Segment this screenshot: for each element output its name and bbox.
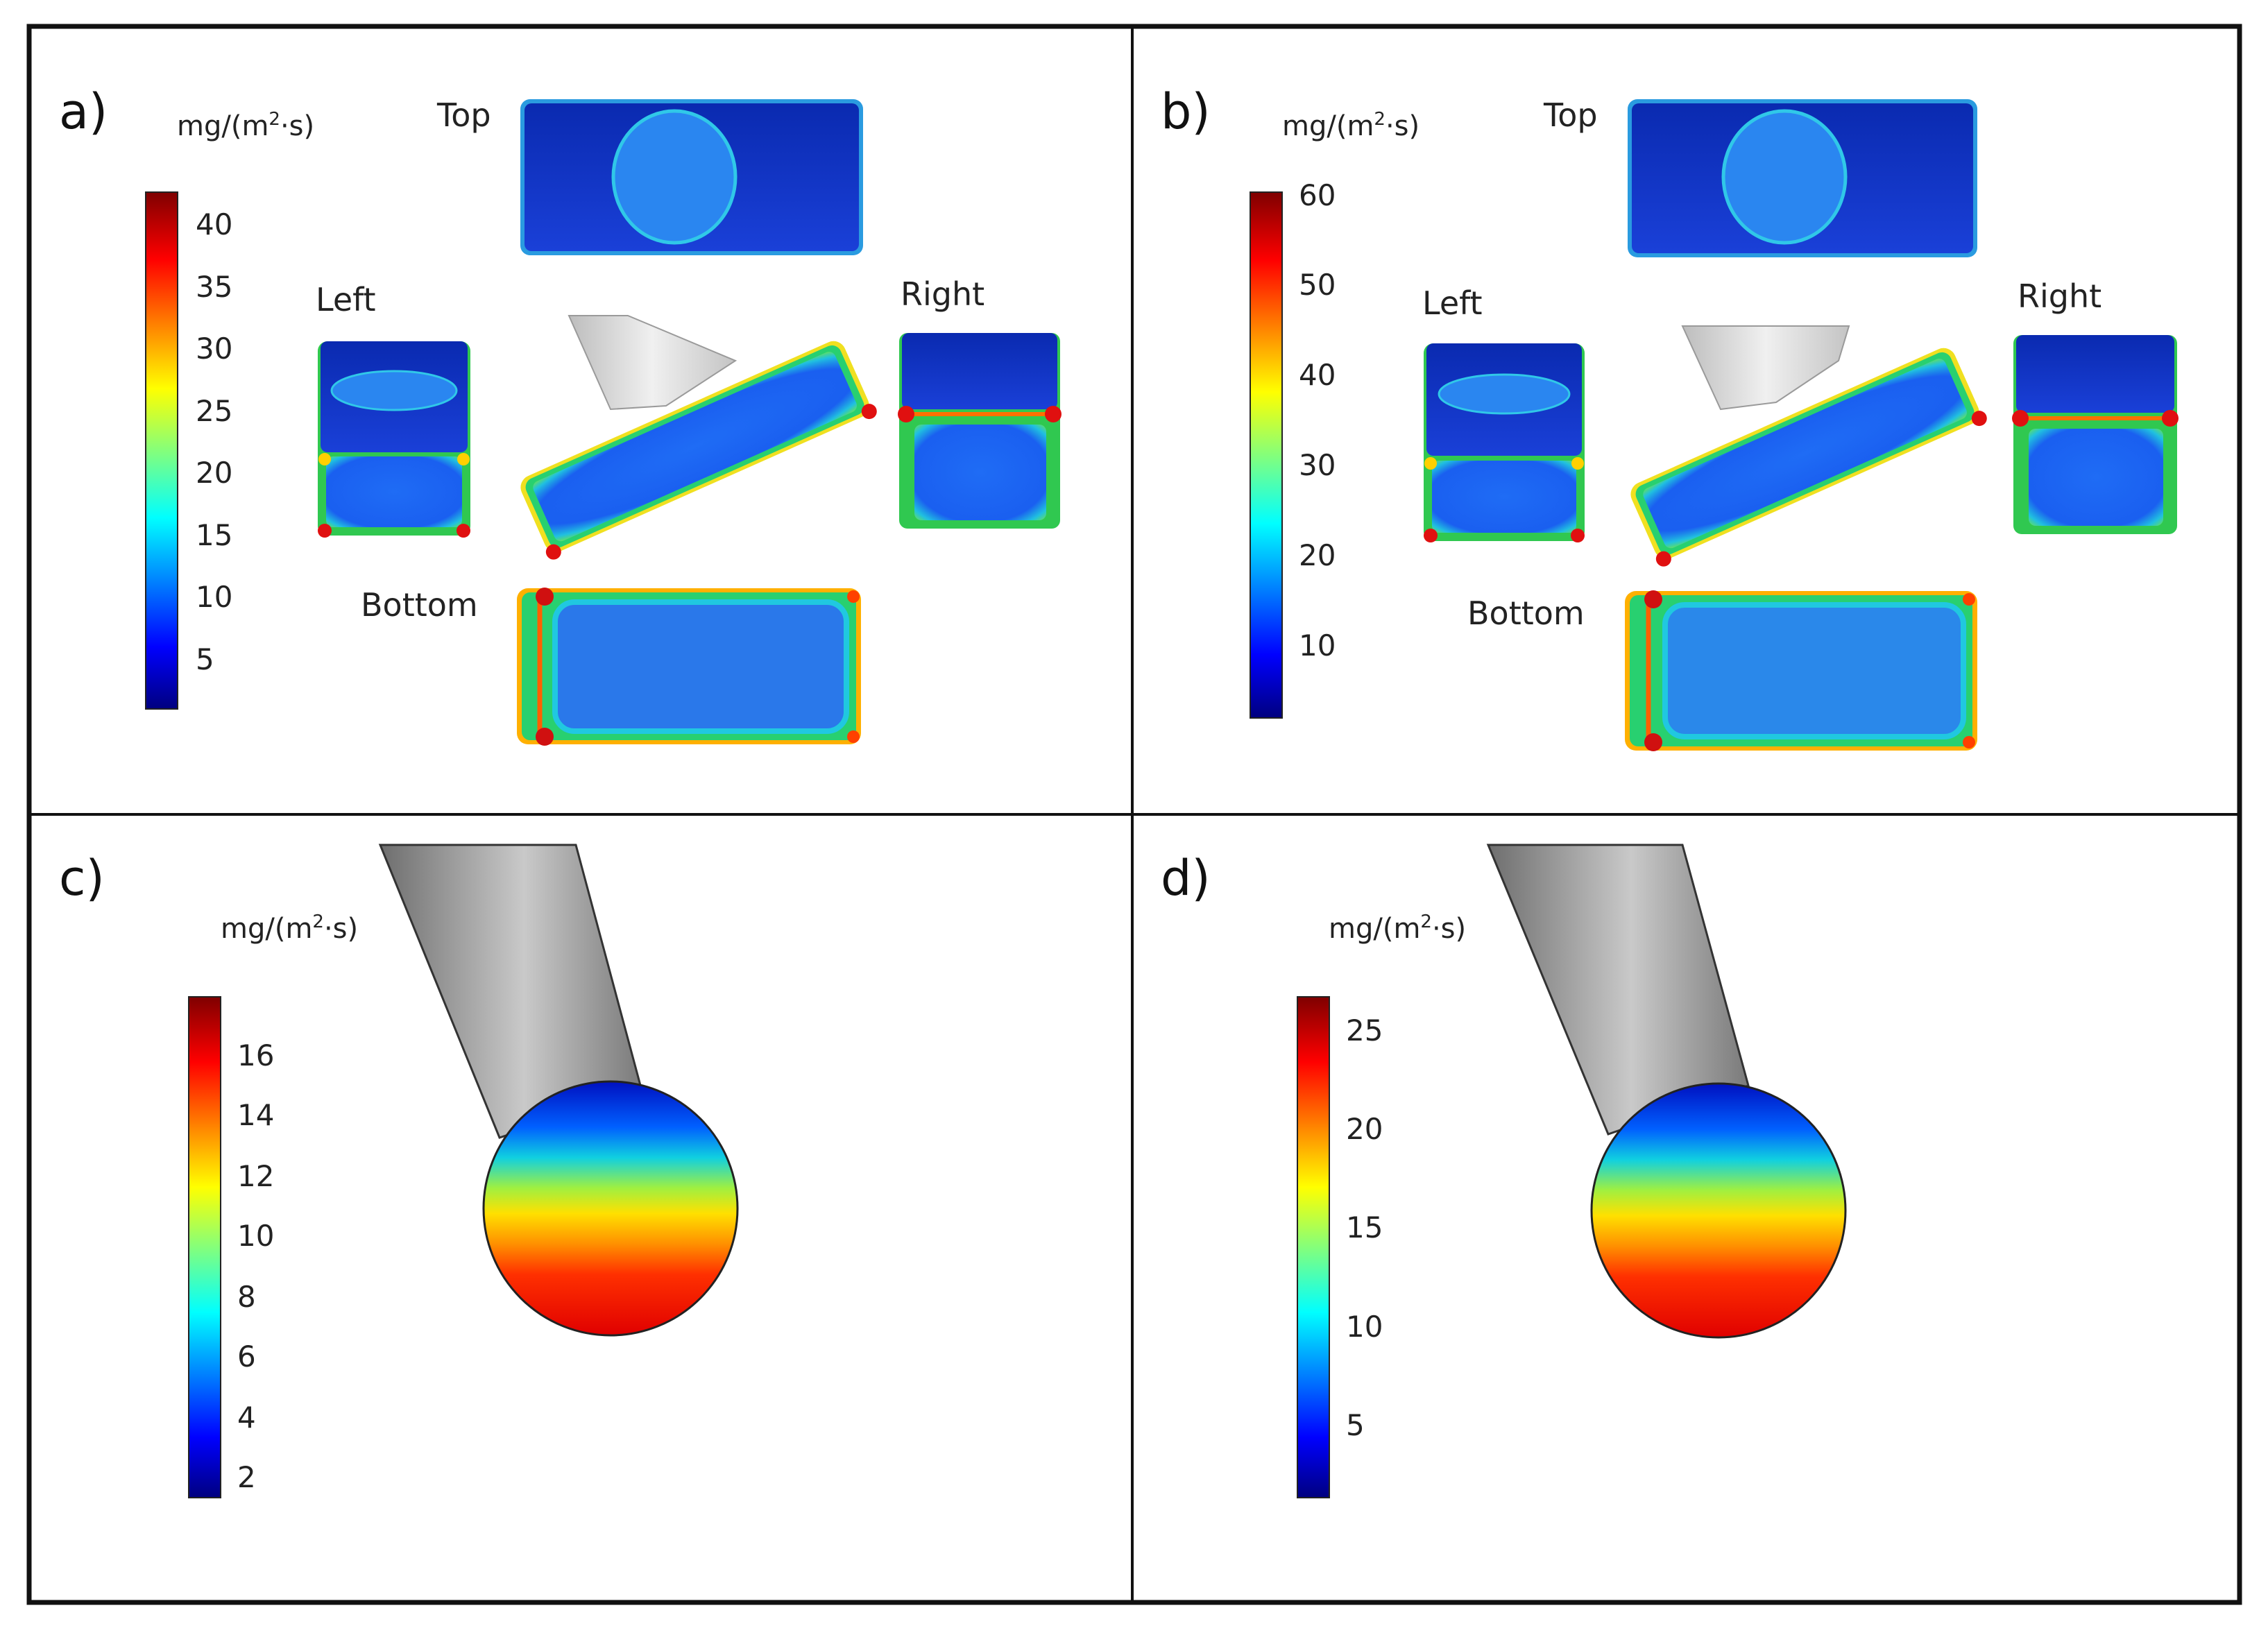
colorbar-tick: 15 (196, 518, 232, 552)
panel-c-sphere (482, 1080, 739, 1337)
colorbar-tick: 4 (237, 1401, 256, 1435)
panel-d-rod (1486, 844, 1750, 1136)
colorbar-tick: 10 (1299, 628, 1336, 662)
panel-a-label: a) (59, 83, 108, 140)
colorbar-tick: 35 (196, 270, 232, 304)
colorbar-tick: 15 (1346, 1210, 1383, 1244)
panel-b-unit-label: mg/(m2·s) (1282, 109, 1419, 142)
colorbar-tick: 30 (196, 332, 232, 366)
colorbar-tick: 12 (237, 1159, 274, 1193)
panel-b-label: b) (1161, 83, 1211, 140)
panel-b-left-view (1424, 343, 1585, 542)
colorbar-tick: 40 (1299, 358, 1336, 392)
panel-b-bottom-view (1625, 590, 1977, 751)
panel-a-colorbar-ticks: 40 35 30 25 20 15 10 5 (196, 207, 232, 676)
colorbar-tick: 25 (1346, 1013, 1383, 1047)
colorbar-tick: 20 (1299, 538, 1336, 572)
colorbar-tick: 10 (237, 1219, 274, 1253)
colorbar-tick: 5 (196, 642, 214, 676)
colorbar-tick: 20 (196, 456, 232, 490)
colorbar-tick: 10 (1346, 1310, 1383, 1344)
colorbar-tick: 6 (237, 1340, 256, 1373)
panel-d-colorbar-ticks: 25 20 15 10 5 (1346, 1013, 1383, 1442)
panel-a-view-right-label: Right (901, 275, 984, 313)
colorbar-tick: 30 (1299, 448, 1336, 482)
panel-b-center-view (1630, 325, 1987, 567)
panel-a-view-top-label: Top (436, 96, 491, 134)
colorbar-tick: 16 (237, 1038, 274, 1072)
panel-d-label: d) (1161, 850, 1211, 907)
panel-a-view-bottom-label: Bottom (361, 586, 478, 624)
colorbar-tick: 25 (196, 394, 232, 428)
panel-a-bottom-view (517, 588, 861, 746)
panel-a-right-view (898, 333, 1061, 529)
panel-d-colorbar (1297, 996, 1330, 1498)
colorbar-tick: 60 (1299, 178, 1336, 212)
panel-b-view-bottom-label: Bottom (1467, 594, 1585, 632)
panel-b-view-right-label: Right (2018, 277, 2101, 315)
panel-a-left-view (318, 341, 470, 538)
panel-a-center-view (520, 315, 877, 560)
panel-b-top-view (1628, 99, 1977, 257)
colorbar-tick: 5 (1346, 1408, 1365, 1442)
panel-a-unit-label: mg/(m2·s) (177, 109, 314, 142)
panel-a-top-view (520, 99, 863, 255)
colorbar-tick: 14 (237, 1098, 274, 1132)
panel-c-colorbar (188, 996, 221, 1498)
panel-b-view-top-label: Top (1543, 96, 1598, 134)
panel-c: c) mg/(m2·s) 16 14 12 10 8 6 4 2 (59, 844, 739, 1498)
panel-b: b) mg/(m2·s) 60 50 40 30 20 10 Top Left (1161, 83, 2179, 751)
panel-d: d) mg/(m2·s) 25 20 15 10 5 (1161, 844, 1847, 1498)
panel-d-sphere (1590, 1082, 1847, 1339)
panel-c-colorbar-ticks: 16 14 12 10 8 6 4 2 (237, 1038, 274, 1494)
panel-d-probe (1486, 844, 1847, 1339)
panel-d-unit-label: mg/(m2·s) (1329, 912, 1466, 945)
panel-c-label: c) (59, 850, 105, 907)
panel-b-colorbar (1250, 191, 1283, 719)
panel-a: a) mg/(m2·s) 40 35 30 25 20 15 10 5 Top … (59, 83, 1061, 746)
panel-b-colorbar-ticks: 60 50 40 30 20 10 (1299, 178, 1336, 662)
colorbar-tick: 50 (1299, 268, 1336, 302)
colorbar-tick: 40 (196, 207, 232, 241)
panel-b-view-left-label: Left (1422, 284, 1483, 322)
panel-a-view-left-label: Left (316, 281, 376, 318)
panel-a-colorbar (145, 191, 178, 710)
colorbar-tick: 20 (1346, 1112, 1383, 1146)
colorbar-tick: 8 (237, 1280, 256, 1314)
colorbar-tick: 2 (237, 1460, 256, 1494)
panel-b-right-view (2012, 335, 2179, 534)
colorbar-tick: 10 (196, 580, 232, 614)
panel-c-unit-label: mg/(m2·s) (221, 912, 358, 945)
panel-c-probe (378, 844, 739, 1337)
